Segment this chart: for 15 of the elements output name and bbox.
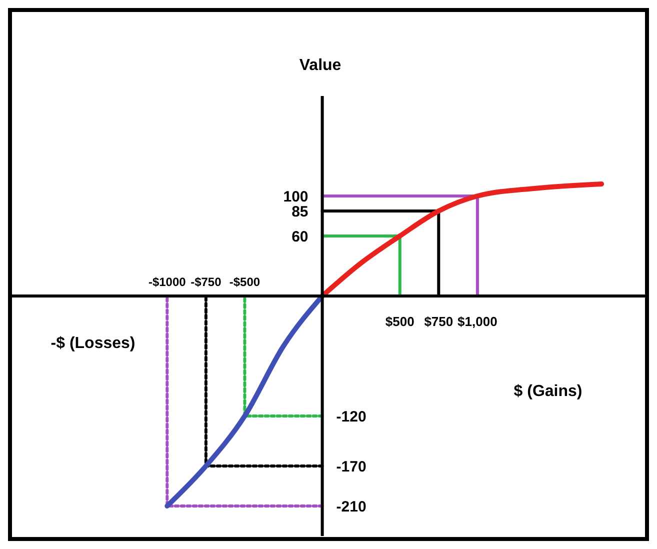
y2-tick-label: -210 [336, 498, 366, 516]
y2-tick-label: -170 [336, 458, 366, 476]
y-tick-label: 85 [292, 203, 308, 220]
x2-tick-label: -$1000 [148, 275, 186, 289]
x-axis-title: $ (Gains) [514, 383, 582, 400]
x2-tick-label: -$500 [229, 275, 260, 289]
y-tick-label: 60 [292, 228, 308, 246]
x-tick-label: $750 [424, 314, 454, 329]
x-tick-label: $500 [385, 314, 414, 329]
annotation: -$ (Losses) [50, 335, 136, 352]
y-axis-title: Value [299, 57, 342, 74]
y2-tick-label: -120 [336, 408, 366, 426]
x2-tick-label: -$750 [190, 275, 222, 289]
y-tick-label: 100 [283, 188, 308, 206]
x-tick-label: $1,000 [458, 314, 498, 329]
